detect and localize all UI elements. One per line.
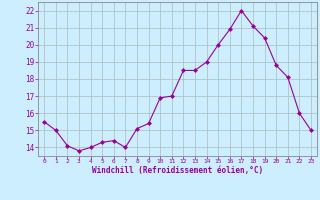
X-axis label: Windchill (Refroidissement éolien,°C): Windchill (Refroidissement éolien,°C) bbox=[92, 166, 263, 175]
